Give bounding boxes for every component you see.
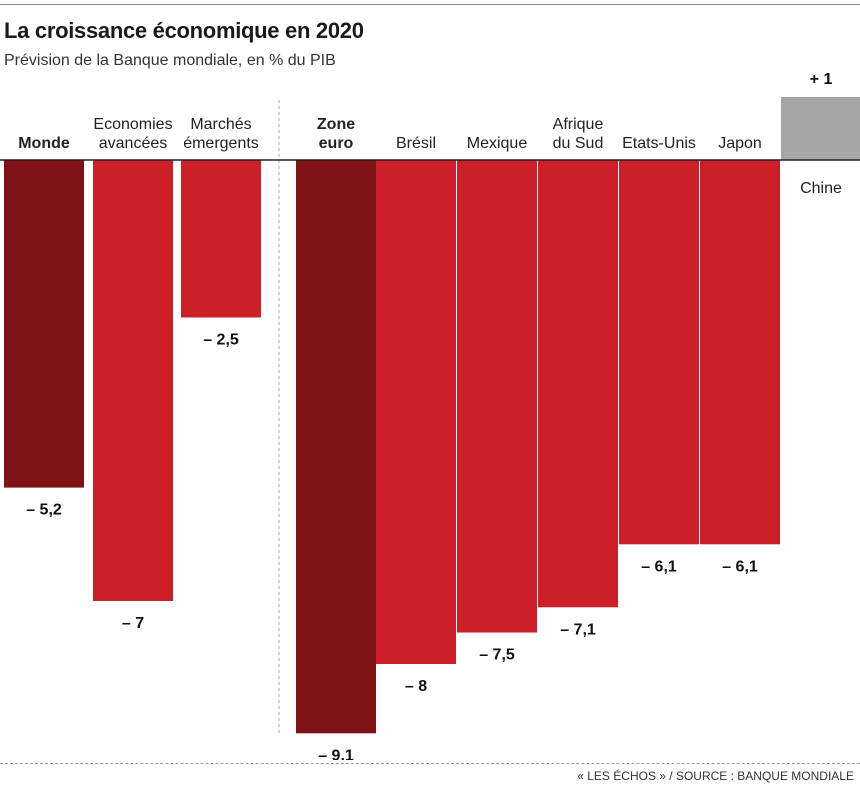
value-label: – 7,5 <box>479 647 515 664</box>
bar-chart: Monde – 5,2 Economies avancées – 7 Marchés éme… <box>0 71 860 760</box>
chart-title: La croissance économique en 2020 <box>4 18 364 43</box>
category-label: Afrique <box>553 116 604 133</box>
category-label: Brésil <box>396 135 436 152</box>
value-label: – 6,1 <box>641 558 677 575</box>
category-label: euro <box>319 135 354 152</box>
bottom-rule <box>0 763 860 764</box>
category-label: Economies <box>93 116 172 133</box>
value-label: – 8 <box>405 678 427 695</box>
value-label: – 2,5 <box>203 332 239 349</box>
category-label: du Sud <box>553 135 604 152</box>
value-label: + 1 <box>810 71 833 88</box>
value-label: – 9,1 <box>318 747 354 760</box>
value-label: – 5,2 <box>26 502 62 519</box>
bar-4 <box>376 160 456 664</box>
bar-3 <box>296 160 376 734</box>
chart-subtitle: Prévision de la Banque mondiale, en % du… <box>4 52 336 69</box>
category-label: Marchés <box>190 116 251 133</box>
category-label: Chine <box>800 180 842 197</box>
category-label: Mexique <box>467 135 528 152</box>
category-label: Etats-Unis <box>622 135 696 152</box>
value-label: – 7,1 <box>560 621 596 638</box>
value-label: – 7 <box>122 615 144 632</box>
bar-1 <box>93 160 173 601</box>
top-rule <box>0 4 860 5</box>
category-label: Zone <box>317 116 355 133</box>
category-label: émergents <box>183 135 259 152</box>
category-label: avancées <box>99 135 168 152</box>
bar-8 <box>700 160 780 545</box>
bar-6 <box>538 160 618 608</box>
bar-0 <box>4 160 84 488</box>
bar-2 <box>181 160 261 318</box>
category-label: Monde <box>18 135 70 152</box>
source-credit: « LES ÉCHOS » / SOURCE : BANQUE MONDIALE <box>577 769 854 783</box>
category-label: Japon <box>718 135 762 152</box>
bar-7 <box>619 160 699 545</box>
bar-9 <box>781 97 860 160</box>
value-label: – 6,1 <box>722 558 758 575</box>
bar-5 <box>457 160 537 633</box>
